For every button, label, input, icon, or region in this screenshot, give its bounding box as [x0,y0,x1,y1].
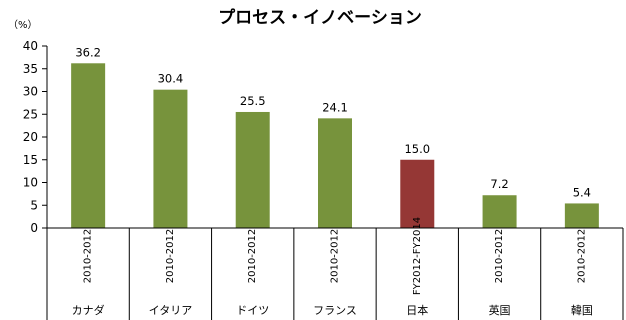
y-tick-label: 0 [30,221,38,235]
bar [71,63,106,228]
bar [153,89,188,229]
period-label: 2010-2012 [576,229,587,284]
y-tick-label: 5 [30,198,38,212]
period-label: FY2012-FY2014 [412,217,423,295]
y-axis: 0 5 10 15 20 25 30 35 40 [23,39,48,320]
y-tick-label: 40 [23,39,38,53]
bar [318,118,352,228]
y-tick-label: 35 [23,62,38,76]
data-label: 7.2 [490,177,508,191]
bars: 36.2 30.4 25.5 24.1 15.0 7.2 5.4 [71,45,599,229]
category-label: カナダ [72,303,105,317]
bar [482,195,517,228]
data-label: 5.4 [573,185,591,199]
y-tick-label: 15 [23,153,38,167]
period-label: 2010-2012 [83,229,94,284]
period-label: 2010-2012 [494,229,505,284]
period-label: 2010-2012 [330,229,341,284]
y-tick-label: 20 [23,130,38,144]
x-axis: 2010-2012 カナダ 2010-2012 イタリア 2010-2012 ドイツ 201… [47,217,624,320]
category-label: 英国 [489,303,511,317]
y-tick-label: 25 [23,107,38,121]
y-axis-unit: （%） [8,19,38,31]
y-tick-label: 10 [23,176,38,190]
category-label: 韓国 [571,304,593,317]
data-label: 24.1 [322,100,348,114]
bar [400,159,435,228]
bar [564,203,599,228]
category-label: フランス [313,304,357,317]
y-tick-label: 30 [23,85,38,99]
period-label: 2010-2012 [247,229,258,284]
bar [235,111,270,228]
data-label: 25.5 [240,94,266,108]
data-label: 15.0 [404,142,430,156]
period-label: 2010-2012 [165,229,176,284]
chart-title: プロセス・イノベーション [218,7,422,28]
category-label: イタリア [149,304,193,317]
category-label: ドイツ [236,304,269,317]
category-label: 日本 [406,303,428,317]
data-label: 36.2 [75,45,101,59]
data-label: 30.4 [158,72,184,86]
